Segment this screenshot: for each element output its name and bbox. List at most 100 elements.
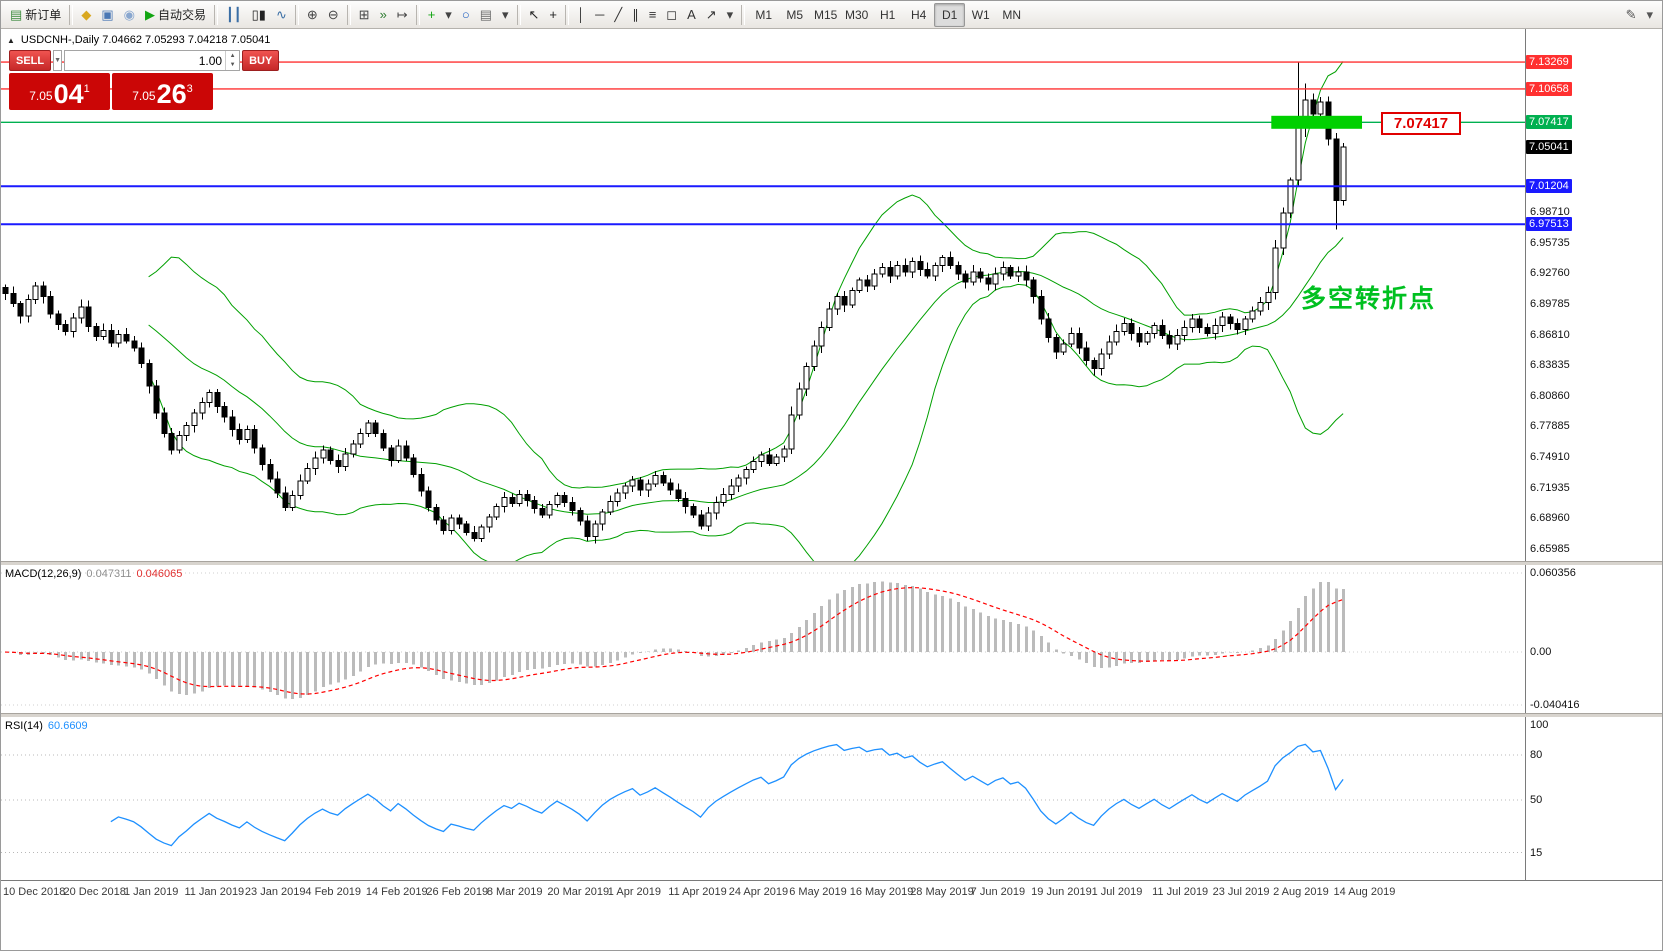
new-order-button-label: 新订单 — [25, 8, 62, 22]
tile-windows-icon[interactable]: ⊞ — [354, 3, 375, 27]
timeframe-d1[interactable]: D1 — [934, 2, 966, 27]
symbol-ohlc-label: USDCNH-,Daily 7.04662 7.05293 7.04218 7.… — [20, 34, 271, 46]
macd-pane: 0.060356 0.00 -0.040416 MACD(12,26,9) 0.047… — [1, 565, 1662, 713]
timeframe-h1-label: H1 — [880, 7, 896, 22]
line-chart-icon[interactable]: ∿ — [271, 3, 292, 27]
sell-button[interactable]: SELL — [9, 50, 52, 71]
timeframe-mn[interactable]: MN — [996, 3, 1027, 27]
date-axis-label: 8 Mar 2019 — [486, 886, 543, 898]
price-axis-label: 6.86810 — [1530, 328, 1570, 341]
charts-icon: ▣ — [101, 7, 114, 22]
timeframe-h4[interactable]: H4 — [903, 3, 934, 27]
templates-dropdown-icon[interactable]: ▾ — [497, 3, 514, 27]
indicator-list-dropdown-icon[interactable]: ▾ — [440, 3, 457, 27]
oneclick-collapse-toggle[interactable]: ▲ — [7, 35, 15, 45]
timeframe-m15[interactable]: M15 — [810, 3, 841, 27]
sell-price-button[interactable]: 7.05 04 1 — [9, 73, 110, 110]
edit-icon: ✎ — [1625, 7, 1637, 22]
volume-input[interactable] — [65, 51, 226, 70]
timeframe-d1-label: D1 — [942, 7, 958, 22]
rsi-chart[interactable] — [1, 717, 1525, 880]
separator — [294, 4, 299, 25]
price-tag[interactable]: 6.97513 — [1526, 217, 1572, 232]
price-tag[interactable]: 7.07417 — [1526, 115, 1572, 130]
timeframe-m30[interactable]: M30 — [841, 3, 872, 27]
chart-shift-icon[interactable]: ↦ — [392, 3, 413, 27]
channel-tool-icon[interactable]: ∥ — [627, 3, 644, 27]
macd-axis[interactable]: 0.060356 0.00 -0.040416 — [1525, 565, 1662, 713]
templates-icon[interactable]: ▤ — [475, 3, 497, 27]
window-menu-icon[interactable]: ▾ — [1641, 3, 1658, 27]
vertical-line-tool-icon: │ — [577, 7, 586, 22]
price-axis-label: 6.65985 — [1530, 543, 1570, 555]
crosshair-icon[interactable]: + — [544, 3, 562, 27]
macd-title: MACD(12,26,9) — [5, 568, 82, 580]
shapes-tool-icon[interactable]: ◻ — [661, 3, 682, 27]
timeframe-w1[interactable]: W1 — [965, 3, 996, 27]
ohlc-bars-chart-icon[interactable]: ┃┃ — [221, 3, 247, 27]
arrows-tool-icon[interactable]: ↗ — [701, 3, 722, 27]
fibonacci-tool-icon[interactable]: ≡ — [644, 3, 662, 27]
market-icon[interactable]: ◆ — [76, 3, 96, 27]
buy-price-pips: 26 — [156, 79, 187, 109]
date-axis-label: 24 Apr 2019 — [728, 886, 789, 898]
zoom-out-icon[interactable]: ⊖ — [323, 3, 344, 27]
text-tool-icon[interactable]: A — [682, 3, 701, 27]
add-indicator-icon[interactable]: + — [423, 3, 441, 27]
objects-dropdown-icon: ▾ — [726, 7, 734, 22]
zoom-in-icon[interactable]: ⊕ — [302, 3, 323, 27]
templates-icon: ▤ — [479, 7, 492, 22]
refresh-icon: ○ — [461, 7, 470, 22]
date-axis-label: 23 Jul 2019 — [1212, 886, 1270, 898]
pivot-highlight-segment[interactable] — [1271, 115, 1363, 129]
chart-window: 6.98710 6.95735 6.92760 6.89785 6.86810 6.838… — [1, 29, 1662, 950]
add-indicator-icon: + — [427, 7, 436, 22]
date-axis-label: 1 Jul 2019 — [1091, 886, 1143, 898]
sell-price-main: 7.05 — [29, 89, 53, 103]
date-axis-label: 28 May 2019 — [910, 886, 974, 898]
new-order-button[interactable]: ▤ 新订单 — [5, 3, 66, 27]
macd-chart[interactable] — [1, 565, 1525, 713]
one-click-trading-panel: SELL ▼ ▲ ▼ BUY 7.05041 — [9, 50, 280, 110]
timeframe-m1[interactable]: M1 — [748, 3, 779, 27]
buy-button[interactable]: BUY — [242, 50, 280, 71]
timeframe-h1[interactable]: H1 — [872, 3, 903, 27]
rsi-axis[interactable]: 100 80 50 15 — [1525, 717, 1662, 880]
date-axis-label: 16 May 2019 — [849, 886, 914, 898]
trendline-tool-icon[interactable]: ╱ — [609, 3, 627, 27]
price-tag[interactable]: 7.13269 — [1526, 55, 1572, 70]
objects-dropdown-icon[interactable]: ▾ — [722, 3, 739, 27]
price-tag[interactable]: 7.05041 — [1526, 139, 1572, 154]
price-tag[interactable]: 7.10658 — [1526, 81, 1572, 96]
volume-up-button[interactable]: ▲ — [229, 52, 236, 59]
candlestick-chart-icon[interactable]: ▯▮ — [247, 3, 271, 27]
price-axis-label: 6.95735 — [1530, 236, 1570, 249]
refresh-icon[interactable]: ○ — [457, 3, 475, 27]
buy-price-button[interactable]: 7.05 26 3 — [112, 73, 213, 110]
vertical-line-tool-icon[interactable]: │ — [572, 3, 590, 27]
separator — [69, 4, 74, 25]
sell-price-pips: 04 — [53, 79, 84, 109]
volume-down-button[interactable]: ▼ — [229, 62, 236, 69]
price-axis-label: 6.80860 — [1530, 389, 1570, 402]
volume-preset-dropdown[interactable]: ▼ — [53, 50, 63, 71]
autotrading-button[interactable]: ▶ 自动交易 — [140, 3, 211, 27]
auto-scroll-icon[interactable]: » — [375, 3, 392, 27]
pivot-price-callout[interactable]: 7.07417 — [1381, 112, 1461, 135]
rsi-value: 60.6609 — [47, 720, 88, 732]
price-tag[interactable]: 7.01204 — [1526, 179, 1572, 194]
separator — [346, 4, 351, 25]
edit-icon[interactable]: ✎ — [1621, 3, 1642, 27]
main-chart[interactable] — [1, 29, 1525, 561]
charts-icon[interactable]: ▣ — [96, 3, 118, 27]
horizontal-line-tool-icon[interactable]: ─ — [590, 3, 609, 27]
cursor-icon[interactable]: ↖ — [524, 3, 545, 27]
price-axis[interactable]: 6.98710 6.95735 6.92760 6.89785 6.86810 6.838… — [1525, 29, 1662, 561]
timeframe-h4-label: H4 — [911, 7, 927, 22]
timeframe-m5[interactable]: M5 — [779, 3, 810, 27]
date-axis[interactable]: 10 Dec 2018 20 Dec 2018 1 Jan 2019 11 Jan 2… — [1, 880, 1662, 907]
community-icon[interactable]: ◉ — [119, 3, 140, 27]
templates-dropdown-icon: ▾ — [501, 7, 509, 22]
timeframe-m30-label: M30 — [845, 7, 869, 22]
